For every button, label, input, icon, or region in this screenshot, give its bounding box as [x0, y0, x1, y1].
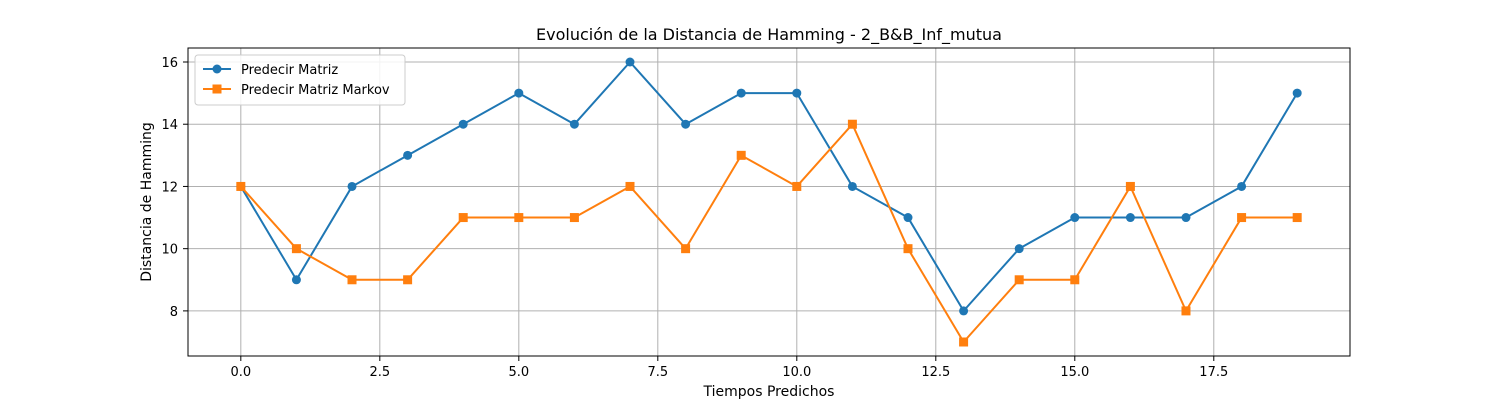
data-point — [458, 119, 468, 129]
legend-marker — [212, 64, 222, 74]
data-point — [1070, 275, 1080, 285]
data-point — [1181, 306, 1191, 316]
data-point — [959, 306, 969, 316]
data-point — [514, 213, 524, 223]
data-point — [1125, 181, 1135, 191]
data-point — [1125, 213, 1135, 223]
data-point — [681, 244, 691, 254]
data-point — [681, 119, 691, 129]
series-1 — [236, 57, 1302, 316]
data-point — [625, 57, 635, 67]
y-axis-label: Distancia de Hamming — [139, 122, 155, 282]
x-axis-label: Tiempos Predichos — [703, 384, 835, 400]
data-point — [903, 213, 913, 223]
legend-marker — [212, 84, 222, 94]
x-tick-label: 15.0 — [1060, 365, 1089, 380]
data-point — [903, 244, 913, 254]
legend-label: Predecir Matriz — [241, 63, 338, 78]
data-point — [959, 337, 969, 347]
x-tick-label: 17.5 — [1199, 365, 1228, 380]
data-point — [1292, 88, 1302, 98]
data-point — [403, 275, 413, 285]
x-tick-label: 0.0 — [230, 365, 251, 380]
data-point — [291, 244, 301, 254]
data-point — [1237, 213, 1247, 223]
ticks: 0.0 2.5 5.0 7.5 10.0 12.5 15.0 17.5 8 10 12 14 16 — [161, 56, 1228, 380]
series-line — [239, 61, 1299, 312]
data-point — [1014, 275, 1024, 285]
y-tick-label: 14 — [161, 118, 178, 133]
data-point — [736, 88, 746, 98]
data-point — [347, 275, 357, 285]
plot-area-frame — [187, 47, 1351, 357]
legend: Predecir Matriz Predecir Matriz Markov — [194, 54, 406, 106]
series-line — [240, 123, 1298, 343]
chart-title: Evolución de la Distancia de Hamming - 2… — [536, 25, 1002, 45]
x-tick-label: 12.5 — [921, 365, 950, 380]
legend-box — [194, 54, 406, 106]
data-point — [236, 181, 246, 191]
grid — [188, 48, 1350, 356]
y-tick-label: 12 — [161, 180, 178, 195]
legend-label: Predecir Matriz Markov — [241, 83, 390, 98]
y-tick-label: 8 — [170, 305, 178, 320]
data-point — [1181, 213, 1191, 223]
data-point — [403, 150, 413, 160]
x-tick-label: 7.5 — [647, 365, 668, 380]
data-point — [847, 119, 857, 129]
data-point — [458, 213, 468, 223]
legend-item: Predecir Matriz Markov — [203, 83, 390, 98]
x-tick-label: 5.0 — [508, 365, 529, 380]
data-point — [1237, 181, 1247, 191]
data-point — [514, 88, 524, 98]
data-point — [736, 150, 746, 160]
x-tick-label: 2.5 — [369, 365, 390, 380]
x-tick-label: 10.0 — [782, 365, 811, 380]
data-point — [625, 181, 635, 191]
data-point — [569, 119, 579, 129]
data-point — [1292, 213, 1302, 223]
data-point — [569, 213, 579, 223]
data-point — [792, 88, 802, 98]
y-tick-label: 10 — [161, 243, 178, 258]
data-point — [792, 181, 802, 191]
data-point — [1014, 244, 1024, 254]
data-point — [347, 181, 357, 191]
series-layer — [236, 57, 1302, 347]
y-tick-label: 16 — [161, 56, 178, 71]
legend-item: Predecir Matriz — [203, 63, 338, 78]
data-point — [1070, 213, 1080, 223]
series-2 — [236, 119, 1302, 347]
data-point — [291, 275, 301, 285]
data-point — [847, 181, 857, 191]
